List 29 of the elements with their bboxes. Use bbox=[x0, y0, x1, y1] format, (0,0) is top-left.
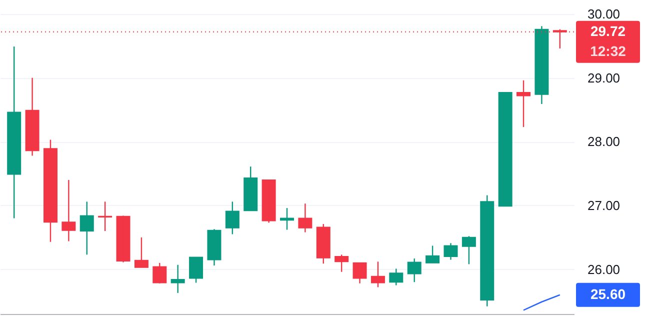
candlestick bbox=[262, 179, 276, 224]
y-tick-label: 29.00 bbox=[588, 70, 620, 86]
candlestick bbox=[389, 268, 404, 286]
candlestick bbox=[516, 80, 531, 128]
y-tick-label: 30.00 bbox=[588, 6, 620, 22]
y-tick-label: 27.00 bbox=[588, 198, 620, 213]
candlestick bbox=[352, 262, 367, 284]
text: 25.60 bbox=[590, 286, 626, 302]
candlestick bbox=[43, 139, 58, 242]
candlestick bbox=[152, 262, 167, 284]
candlestick bbox=[498, 92, 512, 207]
candlestick bbox=[480, 194, 494, 307]
y-tick-label: 26.00 bbox=[588, 262, 620, 277]
candlestick bbox=[62, 179, 76, 242]
candlestick bbox=[189, 256, 204, 284]
candlestick bbox=[426, 245, 440, 264]
text: 12:32 bbox=[590, 42, 626, 59]
candlestick bbox=[316, 223, 330, 264]
candlestick bbox=[334, 254, 349, 272]
y-tick-label: 28.00 bbox=[588, 134, 620, 150]
candlestick bbox=[225, 201, 240, 235]
candlestick bbox=[444, 242, 458, 260]
candlestick bbox=[134, 236, 148, 268]
ref-line-label: 29.72 bbox=[590, 22, 626, 39]
candlestick bbox=[244, 166, 258, 212]
candlestick bbox=[407, 258, 422, 283]
candlestick bbox=[7, 46, 22, 219]
candlestick bbox=[80, 201, 94, 256]
candlestick bbox=[462, 236, 476, 265]
